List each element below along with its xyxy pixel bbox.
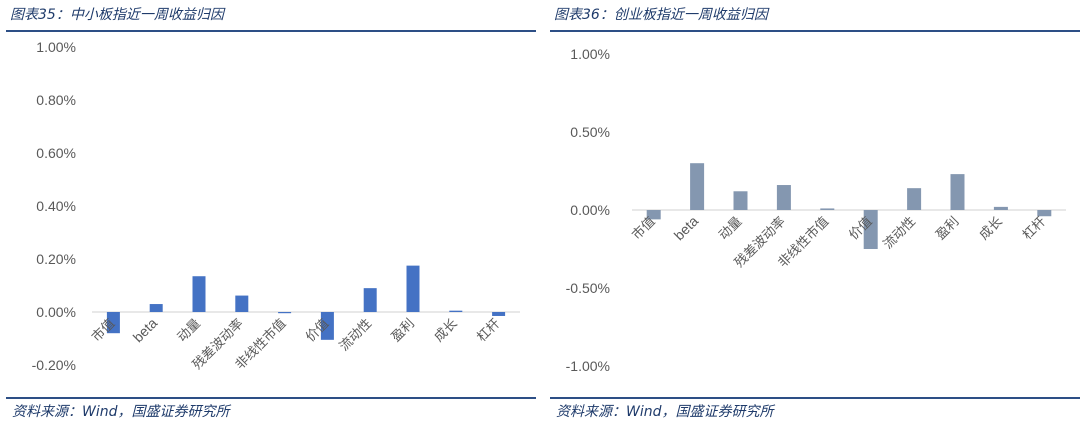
y-tick-label: 0.40% <box>36 198 76 214</box>
chart-panel-right: 图表36：创业板指近一周收益归因 -1.00% -0.50% 0.00% 0.50% 1… <box>544 0 1080 423</box>
bar-chart-left: -0.20%0.00%0.20%0.40%0.60%0.80%1.00%市值 be… <box>32 39 520 373</box>
category-label: 成长 <box>977 214 1006 243</box>
title-rule <box>6 30 536 32</box>
y-tick-label: -0.20% <box>32 357 76 373</box>
bar-chart-right: -1.00%-0.50%0.00%0.50%1.00%市值 beta 动量残差波动率… <box>566 46 1066 374</box>
bar <box>449 310 463 312</box>
y-tick-label: 1.00% <box>570 46 610 62</box>
category-label: 杠杆 <box>1019 214 1049 244</box>
y-tick-label: -0.50% <box>566 280 610 296</box>
bar <box>820 208 835 210</box>
chart-panel-left: 图表35：中小板指近一周收益归因 -0.20% 0.00% 0.20% 0.40% 0.… <box>0 0 536 423</box>
source-rule <box>6 397 536 399</box>
bar <box>950 174 965 210</box>
bar <box>149 304 163 312</box>
source-rule <box>550 397 1080 399</box>
y-tick-label: 0.00% <box>570 202 610 218</box>
bar <box>776 185 791 210</box>
source-note: 资料来源：Wind，国盛证券研究所 <box>12 404 230 420</box>
y-tick-label: -1.00% <box>566 358 610 374</box>
category-label: 流动性 <box>337 316 375 354</box>
category-label: 杠杆 <box>474 316 504 346</box>
category-label: 动量 <box>175 316 204 345</box>
y-tick-label: 0.00% <box>36 304 76 320</box>
category-label: 成长 <box>432 316 461 345</box>
bar <box>646 210 661 220</box>
y-tick-label: 0.50% <box>570 124 610 140</box>
bar <box>1037 210 1052 217</box>
bar <box>492 312 506 316</box>
category-label: 流动性 <box>881 214 919 252</box>
bar <box>907 188 922 210</box>
category-label: 盈利 <box>933 214 962 243</box>
chart-title: 图表36：创业板指近一周收益归因 <box>554 7 768 23</box>
bar <box>690 163 705 210</box>
bar <box>320 312 334 340</box>
chart-title: 图表35：中小板指近一周收益归因 <box>10 7 224 23</box>
category-label: beta <box>671 213 702 244</box>
y-tick-label: 0.60% <box>36 145 76 161</box>
bar <box>863 210 878 249</box>
bar <box>278 312 292 314</box>
category-label: 盈利 <box>389 316 418 345</box>
y-tick-label: 0.80% <box>36 92 76 108</box>
bar <box>406 265 420 312</box>
bar <box>363 288 377 312</box>
bar <box>733 191 748 210</box>
bar <box>192 276 206 312</box>
category-label: 动量 <box>716 214 745 243</box>
source-note: 资料来源：Wind，国盛证券研究所 <box>556 404 774 420</box>
bar <box>993 206 1008 210</box>
bar <box>106 312 120 334</box>
bar <box>235 295 249 312</box>
y-tick-label: 0.20% <box>36 251 76 267</box>
y-tick-label: 1.00% <box>36 39 76 55</box>
title-rule <box>550 30 1080 32</box>
category-label: beta <box>130 315 161 346</box>
